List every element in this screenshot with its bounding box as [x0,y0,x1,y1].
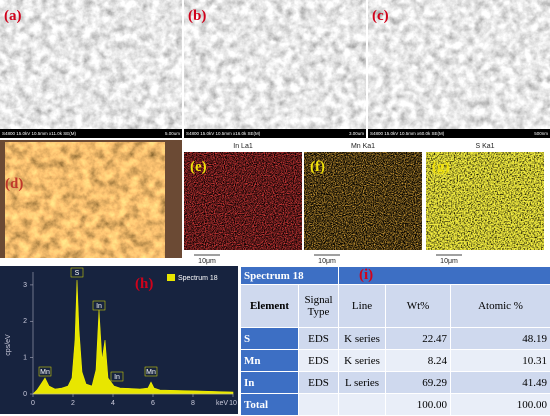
map-scale: 10μm [440,258,458,265]
table-cell: S [241,328,299,350]
peak-label: In [96,303,102,310]
sem-info: S4800 15.0kV 10.5mm x60.0k SE(M) [370,131,445,136]
table-cell: K series [339,350,386,372]
legend-label: Spectrum 18 [178,275,218,282]
table-cell: 8.24 [386,350,451,372]
table-cell: Atomic % [451,285,550,328]
table-cell: Mn [241,350,299,372]
peak-label: Mn [40,369,50,376]
table-cell: EDS [299,350,339,372]
y-tick-label: 1 [23,354,27,361]
table-cell: 100.00 [386,394,451,416]
table-cell [299,394,339,416]
table-cell: Signal Type [299,285,339,328]
peak-label: S [75,270,80,277]
table-cell: 100.00 [451,394,550,416]
table-cell: EDS [299,328,339,350]
y-tick-label: 3 [23,282,27,289]
panel-label: (c) [372,8,389,24]
y-tick-label: 0 [23,391,27,398]
x-tick-label: 6 [151,400,155,407]
table-cell: 22.47 [386,328,451,350]
panel-label: (f) [310,159,325,175]
map-element: Mn Ka1 [351,143,375,150]
legend-swatch [167,274,175,281]
table-cell: 69.29 [386,372,451,394]
panel-label: (e) [190,159,207,175]
table-cell: 10.31 [451,350,550,372]
map-element: S Ka1 [475,143,494,150]
x-tick-label: 10 [229,400,237,407]
sem-info: S4800 15.0kV 10.5mm x16.0k SE(M) [186,131,261,136]
y-tick-label: 2 [23,318,27,325]
y-axis-label: cps/eV [5,334,12,356]
x-tick-label: 2 [71,400,75,407]
x-axis-label: keV [216,400,228,407]
table-row: Spectrum 18(i) [241,267,550,285]
table-cell: Line [339,285,386,328]
table-cell: Wt% [386,285,451,328]
panel-label: (h) [135,276,153,292]
table-cell: Spectrum 18 [241,267,339,285]
x-tick-label: 4 [111,400,115,407]
panel-label: (b) [188,8,206,24]
table-cell: EDS [299,372,339,394]
sem-images [0,0,550,138]
sem-scale: 500nm [534,131,548,136]
photo-image [5,142,165,258]
map-element: In La1 [233,143,253,150]
sem-info: S4800 15.0kV 10.5mm x11.0k SE(M) [2,131,76,136]
table-cell: Total [241,394,299,416]
map-scale: 10μm [198,258,216,265]
x-tick-label: 8 [191,400,195,407]
sem-image [368,0,550,138]
peak-label: Mn [146,369,156,376]
table-cell: In [241,372,299,394]
sem-image [184,0,366,138]
panel-label: (g) [432,159,450,175]
sem-scale: 3.00um [349,131,364,136]
table-cell: K series [339,328,386,350]
panel-label: (d) [5,176,23,192]
table-cell [339,394,386,416]
table-cell: (i) [339,267,550,285]
table-cell: L series [339,372,386,394]
panel-label: (a) [4,8,22,24]
sem-image [0,0,182,138]
sem-scale: 5.00um [165,131,180,136]
map-scale: 10μm [318,258,336,265]
peak-label: In [114,374,120,381]
table-cell: Element [241,285,299,328]
table-cell: 48.19 [451,328,550,350]
table-cell: 41.49 [451,372,550,394]
x-tick-label: 0 [31,400,35,407]
